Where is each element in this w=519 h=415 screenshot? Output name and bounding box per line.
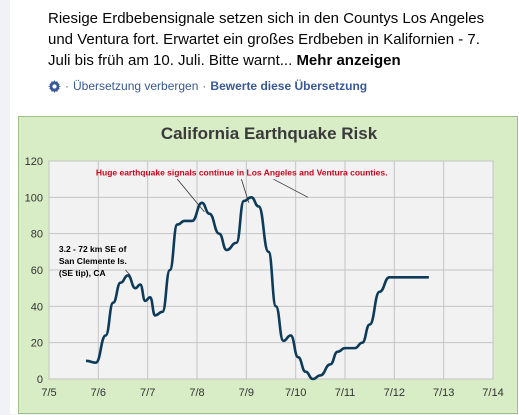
- x-tick-label: 7/8: [189, 387, 204, 399]
- annotations: Huge earthquake signals continue in Los …: [59, 168, 388, 278]
- x-tick-label: 7/9: [239, 387, 254, 399]
- annotation-event-line: (SE tip), CA: [59, 268, 106, 278]
- x-tick-label: 7/5: [41, 387, 56, 399]
- annotation-leader: [273, 178, 309, 198]
- see-more-link[interactable]: Mehr anzeigen: [296, 52, 401, 69]
- earthquake-risk-chart: California Earthquake Risk 0 20 40 60 80 100 1…: [25, 124, 504, 399]
- series-layer: [85, 196, 429, 381]
- x-tick-label: 7/7: [140, 387, 155, 399]
- y-tick-label: 0: [37, 374, 43, 386]
- annotation-event-line: San Clemente Is.: [59, 256, 127, 266]
- hide-translation-link[interactable]: Übersetzung verbergen: [73, 79, 199, 93]
- translation-separator: ·: [65, 79, 69, 93]
- annotation-event-line: 3.2 - 72 km SE of: [59, 244, 127, 254]
- post-body: Riesige Erdbebensignale setzen sich in d…: [48, 10, 485, 69]
- gridlines: [48, 160, 494, 380]
- chart-image[interactable]: California Earthquake Risk 0 20 40 60 80 100 1…: [18, 116, 518, 414]
- annotation-leader: [125, 269, 131, 276]
- x-tick-label: 7/12: [384, 387, 405, 399]
- gear-icon: [48, 79, 61, 93]
- annotation-headline: Huge earthquake signals continue in Los …: [96, 168, 388, 178]
- x-tick-label: 7/13: [433, 387, 454, 399]
- x-tick-label: 7/11: [335, 387, 356, 399]
- x-tick-label: 7/10: [285, 387, 306, 399]
- axis-ticks: 0 20 40 60 80 100 120 7/5 7/6 7/7 7/8 7/9 7/10 7/11 7/…: [25, 156, 504, 399]
- y-tick-label: 80: [31, 229, 43, 241]
- post-text: Riesige Erdbebensignale setzen sich in d…: [48, 8, 488, 71]
- y-tick-label: 60: [31, 265, 43, 277]
- y-tick-label: 100: [25, 192, 43, 204]
- translation-separator-2: ·: [202, 79, 207, 93]
- series-line: [85, 196, 429, 381]
- y-tick-label: 20: [31, 338, 43, 350]
- x-tick-label: 7/14: [482, 387, 503, 399]
- annotation-leader: [176, 178, 205, 213]
- y-tick-label: 40: [31, 301, 43, 313]
- rate-translation-link[interactable]: Bewerte diese Übersetzung: [210, 79, 368, 93]
- y-tick-label: 120: [25, 156, 43, 168]
- chart-title: California Earthquake Risk: [161, 124, 378, 143]
- annotation-leader: [241, 179, 250, 203]
- post-card: Riesige Erdbebensignale setzen sich in d…: [10, 0, 519, 414]
- x-tick-label: 7/6: [91, 387, 106, 399]
- translation-bar: · Übersetzung verbergen · Bewerte diese …: [48, 79, 367, 93]
